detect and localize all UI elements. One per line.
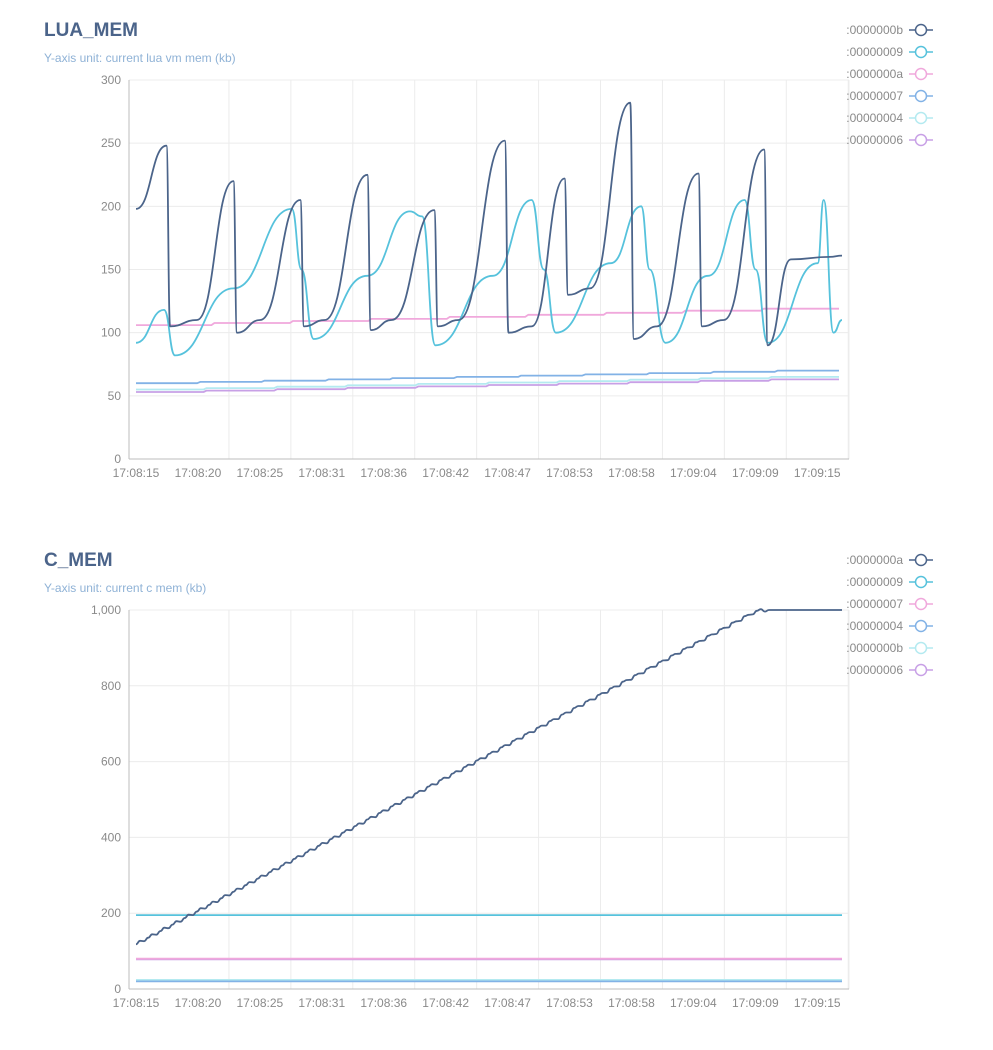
chart-subtitle: Y-axis unit: current c mem (kb) — [44, 581, 207, 595]
y-tick-label: 200 — [101, 199, 121, 213]
x-tick-label: 17:08:36 — [360, 466, 407, 480]
x-tick-label: 17:08:25 — [237, 996, 284, 1010]
y-tick-label: 400 — [101, 830, 121, 844]
legend-label[interactable]: :00000004 — [846, 619, 903, 633]
legend-label[interactable]: :00000009 — [846, 575, 903, 589]
series-line — [135, 608, 842, 946]
legend-label[interactable]: :0000000a — [846, 553, 903, 567]
y-tick-label: 200 — [101, 906, 121, 920]
legend-label[interactable]: :00000009 — [846, 45, 903, 59]
legend-marker[interactable] — [914, 597, 928, 611]
x-tick-label: 17:08:42 — [422, 996, 469, 1010]
x-tick-label: 17:09:04 — [670, 996, 717, 1010]
x-tick-label: 17:08:31 — [298, 996, 345, 1010]
x-tick-label: 17:08:20 — [175, 466, 222, 480]
y-tick-label: 100 — [101, 326, 121, 340]
y-tick-label: 0 — [114, 452, 121, 466]
series-line — [136, 369, 839, 385]
x-tick-label: 17:08:47 — [484, 466, 531, 480]
y-tick-label: 300 — [101, 73, 121, 87]
y-tick-label: 600 — [101, 755, 121, 769]
c-mem-chart: 0 200 400 600 800 1,000 17:08:15 17:08:20 17:08:… — [91, 553, 933, 1010]
series-line — [136, 378, 839, 393]
x-tick-label: 17:09:09 — [732, 466, 779, 480]
legend-label[interactable]: :0000000b — [846, 23, 903, 37]
legend-label[interactable]: :00000007 — [846, 597, 903, 611]
lua-mem-chart: 0 50 100 150 200 250 300 17:08:15 17:08:20 17:08:… — [101, 23, 933, 480]
series-line — [135, 101, 843, 347]
legend-marker[interactable] — [914, 619, 928, 633]
legend-label[interactable]: :0000000b — [846, 641, 903, 655]
legend-marker[interactable] — [914, 575, 928, 589]
y-tick-label: 150 — [101, 263, 121, 277]
legend-label[interactable]: :00000006 — [846, 663, 903, 677]
x-tick-label: 17:08:25 — [237, 466, 284, 480]
chart-subtitle: Y-axis unit: current lua vm mem (kb) — [44, 51, 236, 65]
y-tick-label: 800 — [101, 679, 121, 693]
series-line — [135, 199, 843, 357]
legend-label[interactable]: :00000004 — [846, 111, 903, 125]
legend-marker[interactable] — [914, 67, 928, 81]
series-line — [136, 376, 839, 391]
x-tick-label: 17:08:15 — [113, 996, 160, 1010]
x-tick-label: 17:08:36 — [360, 996, 407, 1010]
chart-title: LUA_MEM — [44, 20, 138, 41]
x-tick-label: 17:08:53 — [546, 996, 593, 1010]
lua-mem-panel: LUA_MEM Y-axis unit: current lua vm mem … — [0, 0, 993, 520]
x-tick-label: 17:08:31 — [298, 466, 345, 480]
y-tick-label: 250 — [101, 136, 121, 150]
series-line — [136, 307, 839, 326]
x-tick-label: 17:09:09 — [732, 996, 779, 1010]
x-tick-label: 17:08:15 — [113, 466, 160, 480]
legend-marker[interactable] — [914, 663, 928, 677]
legend-marker[interactable] — [914, 111, 928, 125]
x-tick-label: 17:08:42 — [422, 466, 469, 480]
legend-label[interactable]: :00000007 — [846, 89, 903, 103]
x-tick-label: 17:09:15 — [794, 466, 841, 480]
legend-label[interactable]: :0000000a — [846, 67, 903, 81]
c-mem-panel: C_MEM Y-axis unit: current c mem (kb) 0 2… — [0, 530, 993, 1050]
chart-title: C_MEM — [44, 550, 113, 571]
legend-marker[interactable] — [914, 45, 928, 59]
legend-marker[interactable] — [914, 23, 928, 37]
y-tick-label: 50 — [108, 389, 122, 403]
x-tick-label: 17:08:47 — [484, 996, 531, 1010]
x-tick-label: 17:08:58 — [608, 996, 655, 1010]
x-tick-label: 17:08:53 — [546, 466, 593, 480]
legend-marker[interactable] — [914, 553, 928, 567]
y-tick-label: 1,000 — [91, 603, 121, 617]
x-tick-label: 17:09:15 — [794, 996, 841, 1010]
x-tick-label: 17:08:58 — [608, 466, 655, 480]
legend-marker[interactable] — [914, 133, 928, 147]
legend-marker[interactable] — [914, 89, 928, 103]
y-tick-label: 0 — [114, 982, 121, 996]
x-tick-label: 17:09:04 — [670, 466, 717, 480]
legend-label[interactable]: :00000006 — [846, 133, 903, 147]
legend-marker[interactable] — [914, 641, 928, 655]
x-tick-label: 17:08:20 — [175, 996, 222, 1010]
